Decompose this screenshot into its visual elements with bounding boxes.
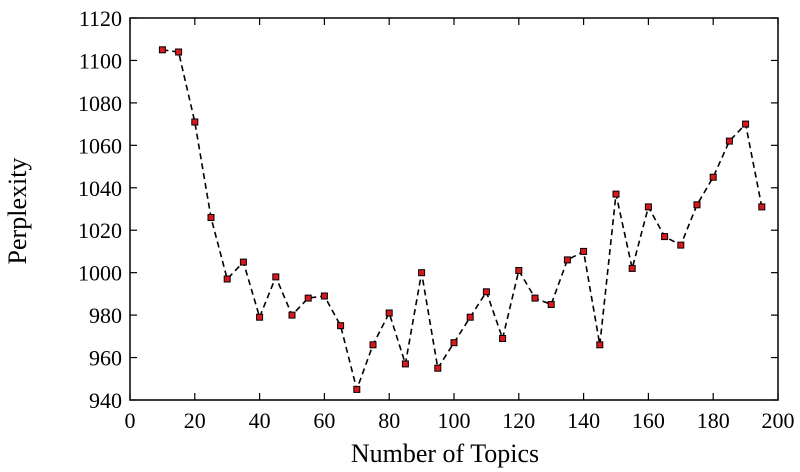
data-point-marker: [434, 364, 442, 372]
data-point-marker: [288, 311, 296, 319]
x-tick-label: 80: [378, 408, 400, 433]
data-point-marker: [450, 339, 458, 347]
y-tick-label: 1120: [79, 6, 122, 31]
data-point-marker: [223, 275, 231, 283]
y-tick-label: 960: [89, 346, 122, 371]
data-point-marker: [175, 48, 183, 56]
x-tick-label: 120: [502, 408, 535, 433]
plot-frame: [129, 17, 779, 401]
data-point-marker: [596, 341, 604, 349]
data-point-marker: [385, 309, 393, 317]
y-tick-label: 1040: [78, 176, 122, 201]
data-point-marker: [628, 264, 636, 272]
x-tick-label: 180: [697, 408, 730, 433]
data-point-marker: [158, 46, 166, 54]
data-point-marker: [531, 294, 539, 302]
data-point-marker: [304, 294, 312, 302]
data-point-marker: [725, 137, 733, 145]
x-tick-label: 20: [184, 408, 206, 433]
data-point-marker: [742, 120, 750, 128]
data-point-marker: [401, 360, 409, 368]
data-point-marker: [353, 385, 361, 393]
data-point-marker: [661, 233, 669, 241]
data-point-marker: [580, 247, 588, 255]
data-point-marker: [547, 301, 555, 308]
x-tick-label: 100: [438, 408, 471, 433]
data-point-marker: [563, 256, 571, 264]
x-tick-label: 60: [313, 408, 335, 433]
data-point-marker: [482, 288, 490, 296]
y-tick-label: 1020: [78, 218, 122, 243]
data-point-marker: [499, 335, 507, 342]
data-point-marker: [515, 267, 523, 274]
data-point-marker: [466, 313, 474, 321]
data-point-marker: [239, 258, 247, 266]
data-point-marker: [612, 190, 620, 198]
data-point-marker: [369, 341, 377, 349]
data-point-marker: [677, 241, 685, 249]
x-tick-label: 160: [632, 408, 665, 433]
series-marker-layer: [158, 46, 766, 393]
y-tick-label: 1060: [78, 133, 122, 158]
data-point-marker: [256, 313, 264, 321]
y-tick-label: 940: [89, 388, 122, 413]
x-tick-label: 40: [249, 408, 271, 433]
data-point-marker: [418, 269, 426, 277]
x-tick-label: 200: [762, 408, 795, 433]
y-tick-label: 980: [89, 303, 122, 328]
x-tick-label: 140: [567, 408, 600, 433]
y-axis-title: Perplexity: [3, 158, 32, 265]
data-point-marker: [272, 273, 280, 281]
perplexity-series-line: [162, 49, 763, 393]
x-tick-label: 0: [125, 408, 136, 433]
data-point-marker: [644, 203, 652, 211]
data-point-marker: [320, 292, 328, 300]
data-point-marker: [758, 203, 766, 211]
series-line-layer: [162, 49, 763, 393]
data-point-marker: [207, 214, 215, 221]
axis-ticks: 0 20 40 60 80 100 120 140 160 180 200 940 960 980 1000…: [78, 6, 795, 433]
y-tick-label: 1080: [78, 91, 122, 116]
x-axis-title: Number of Topics: [351, 439, 539, 468]
data-point-marker: [337, 322, 345, 330]
y-tick-label: 1100: [79, 48, 122, 73]
data-point-marker: [709, 173, 717, 181]
data-point-marker: [693, 201, 701, 209]
y-tick-label: 1000: [78, 261, 122, 286]
data-point-marker: [191, 118, 199, 126]
